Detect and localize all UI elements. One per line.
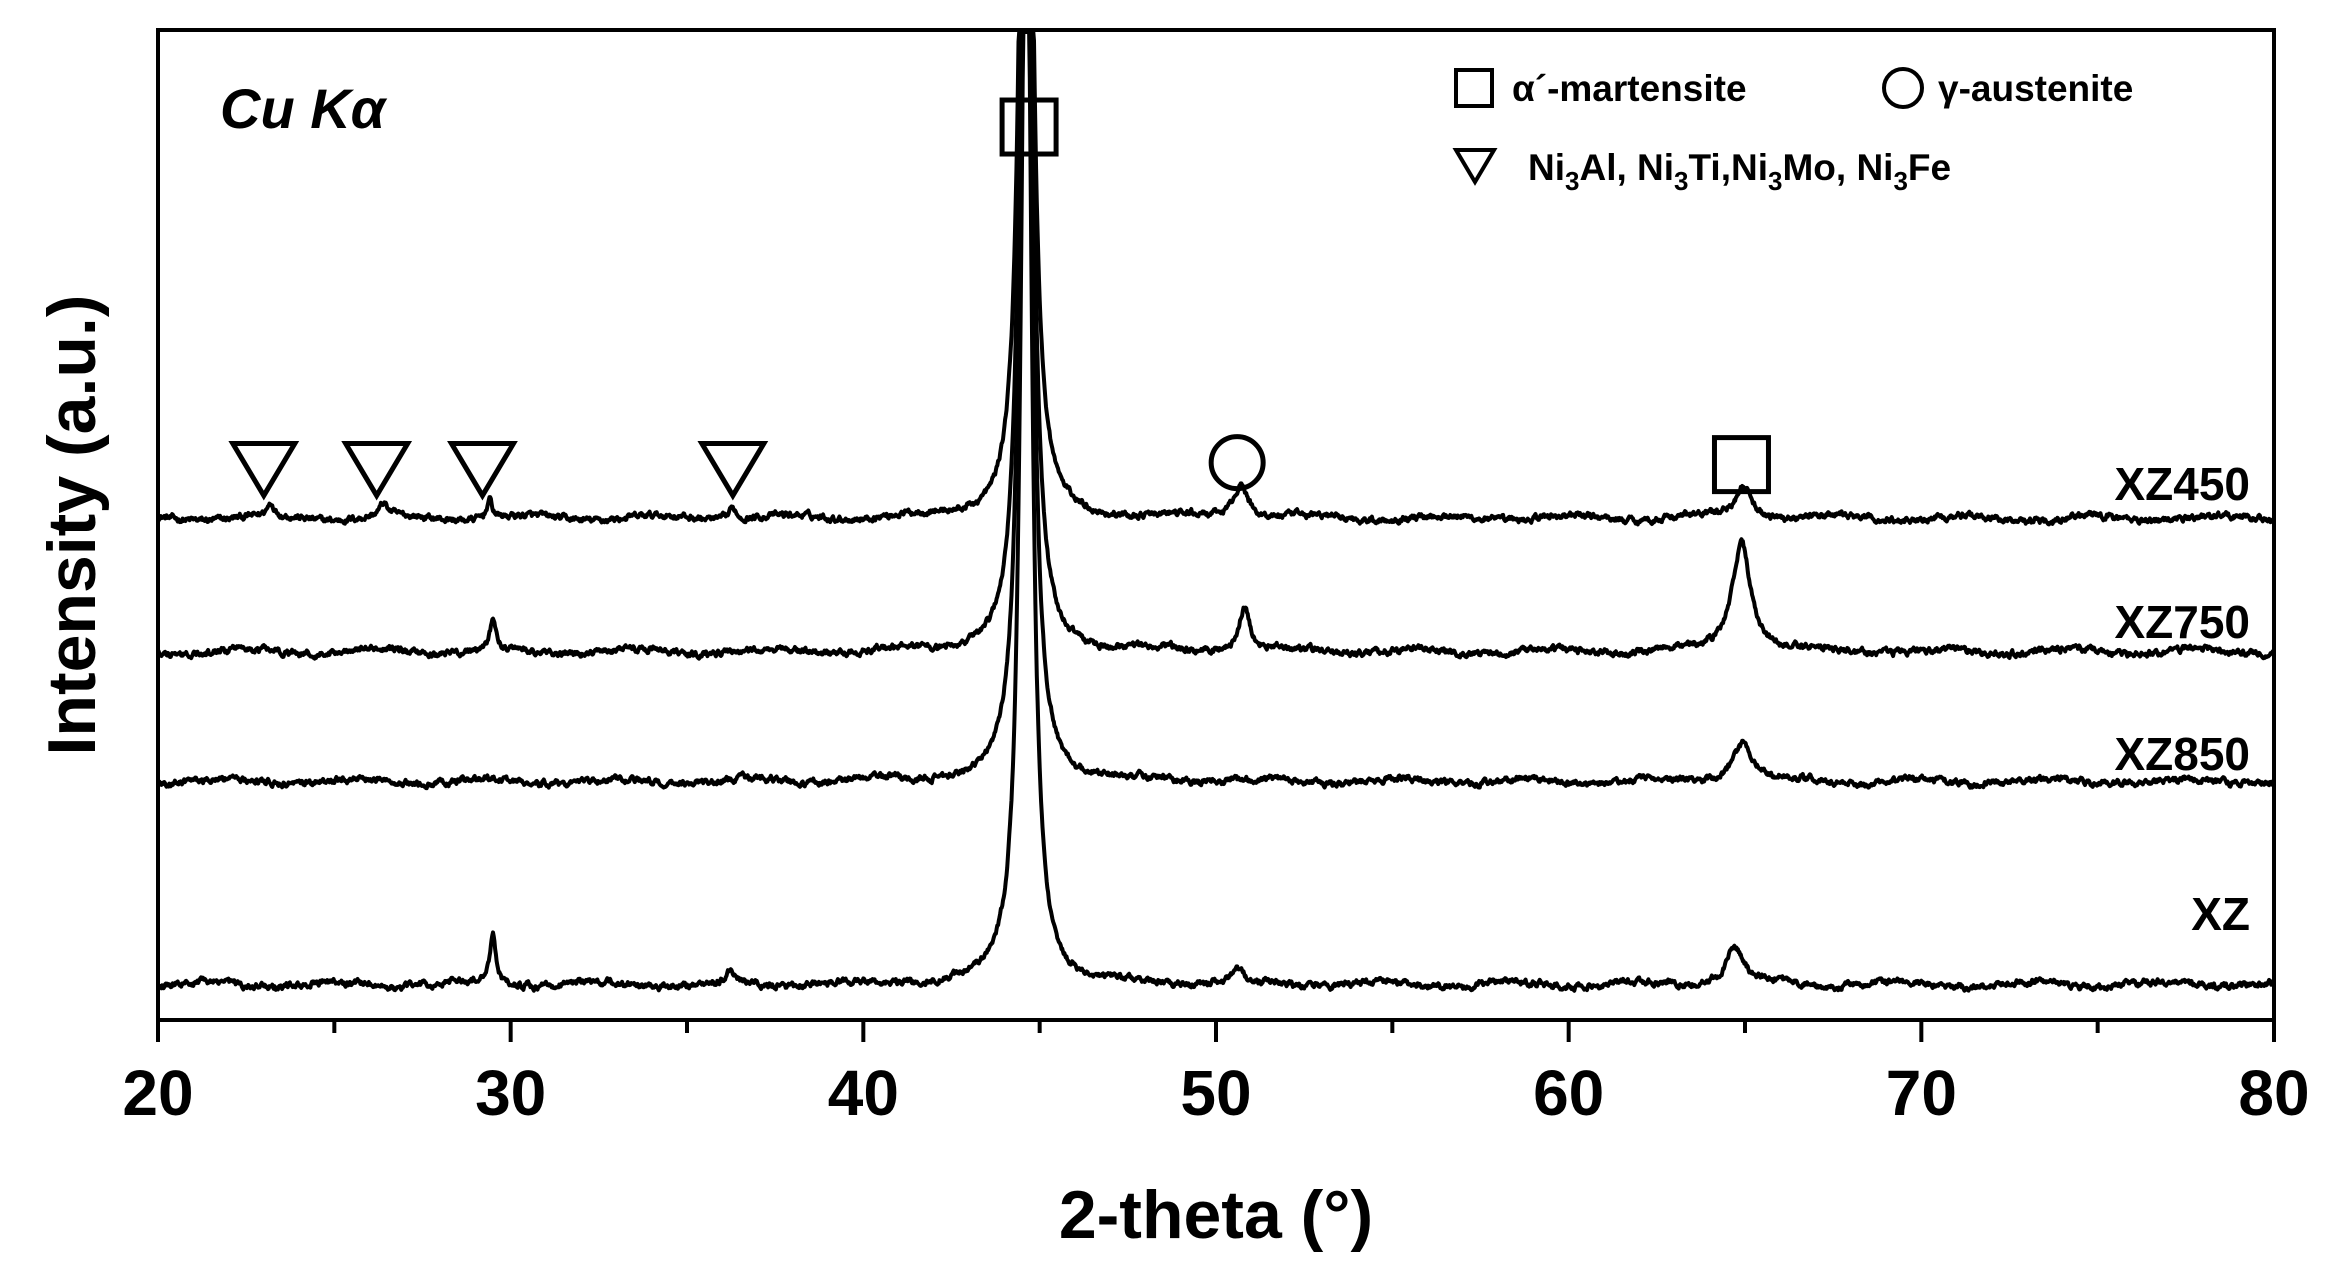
radiation-annotation: Cu Kα bbox=[220, 77, 388, 140]
legend-triangle-symbol bbox=[1452, 148, 1498, 186]
legend-circle-symbol bbox=[1882, 67, 1924, 109]
series-label-xz850: XZ850 bbox=[2114, 728, 2250, 780]
series-label-xz: XZ bbox=[2191, 888, 2250, 940]
x-tick-label: 50 bbox=[1180, 1057, 1251, 1129]
x-tick-label: 80 bbox=[2238, 1057, 2309, 1129]
x-tick-label: 40 bbox=[828, 1057, 899, 1129]
phase-marker-triangle-down bbox=[447, 441, 518, 501]
phase-marker-triangle-down bbox=[228, 441, 300, 501]
series-line-xz450 bbox=[156, 30, 2276, 527]
legend: α´-martensite γ-austenite Ni3Al, Ni3Ti,N… bbox=[1452, 67, 2133, 196]
series-label-xz450: XZ450 bbox=[2114, 458, 2250, 510]
phase-marker-square bbox=[999, 97, 1059, 157]
legend-label-austenite: γ-austenite bbox=[1938, 68, 2133, 109]
phase-marker-circle bbox=[1208, 434, 1266, 492]
legend-label-precipitates: Ni3Al, Ni3Ti,Ni3Mo, Ni3Fe bbox=[1528, 147, 1951, 196]
x-axis-title: 2-theta (°) bbox=[1059, 1177, 1373, 1253]
series-label-xz750: XZ750 bbox=[2114, 596, 2250, 648]
legend-label-martensite: α´-martensite bbox=[1512, 68, 1747, 109]
x-tick-label: 20 bbox=[122, 1057, 193, 1129]
series-labels: XZ450 XZ750 XZ850 XZ bbox=[2114, 458, 2250, 940]
x-tick-layer: 20 30 40 50 60 70 80 bbox=[122, 1020, 2310, 1129]
phase-marker-triangle-down bbox=[341, 441, 413, 501]
phase-marker-square bbox=[1711, 435, 1771, 495]
series-line-xz750 bbox=[156, 30, 2276, 661]
y-axis-title: Intensity (a.u.) bbox=[34, 295, 110, 756]
phase-marker-triangle-down bbox=[697, 441, 769, 501]
plot-area: 20 30 40 50 60 70 80 bbox=[122, 28, 2310, 1129]
x-tick-label: 30 bbox=[475, 1057, 546, 1129]
plot-frame bbox=[156, 28, 2276, 1022]
phase-marker-layer bbox=[228, 97, 1771, 501]
series-layer bbox=[156, 30, 2276, 993]
series-line-xz850 bbox=[156, 30, 2276, 791]
x-tick-label: 70 bbox=[1886, 1057, 1957, 1129]
x-tick-label: 60 bbox=[1533, 1057, 1604, 1129]
series-line-xz bbox=[156, 30, 2276, 993]
legend-square-symbol bbox=[1454, 68, 1494, 108]
